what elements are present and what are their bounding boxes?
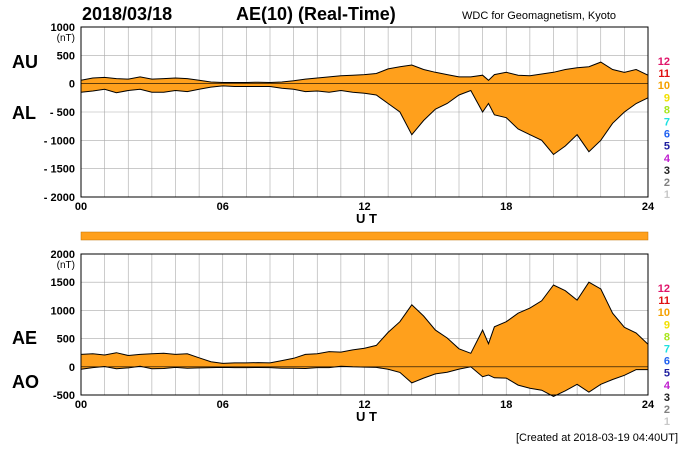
bottom-station-count-legend: 9: [664, 319, 670, 331]
bottom-ytick-label: 500: [57, 334, 75, 346]
top-station-count-legend: 8: [664, 104, 670, 116]
top-station-count-legend: 12: [658, 56, 670, 68]
top-xtick-label: 00: [75, 201, 87, 213]
source-label: WDC for Geomagnetism, Kyoto: [462, 10, 617, 22]
created-timestamp: [Created at 2018-03-19 04:40UT]: [515, 432, 678, 444]
top-station-count-legend: 1: [664, 189, 670, 201]
top-station-count-legend: 7: [664, 117, 670, 129]
al-label: AL: [12, 103, 36, 123]
bottom-station-count-legend: 3: [664, 392, 670, 404]
bottom-ytick-label: 1500: [51, 277, 75, 289]
bottom-station-count-legend: 6: [664, 356, 670, 368]
bottom-band-fill: [81, 282, 648, 397]
date-title: 2018/03/18: [82, 4, 173, 24]
bottom-ytick-label: -500: [53, 390, 75, 402]
top-ytick-label: - 2000: [44, 192, 75, 204]
bottom-xaxis-label: U T: [356, 409, 377, 424]
top-ytick-label: 1000: [51, 22, 75, 34]
top-station-count-legend: 11: [658, 68, 670, 80]
bottom-xtick-label: 24: [642, 399, 655, 411]
bottom-station-count-legend: 10: [658, 307, 670, 319]
top-station-count-legend: 5: [664, 141, 670, 153]
bottom-plot-frame: [80, 253, 649, 396]
bottom-station-count-legend: 7: [664, 344, 670, 356]
bottom-station-count-legend: 2: [664, 404, 670, 416]
top-ytick-label: - 1000: [44, 135, 75, 147]
bottom-ytick-label: 1000: [51, 305, 75, 317]
bottom-station-count-legend: 1: [664, 416, 670, 428]
top-station-count-legend: 10: [658, 80, 670, 92]
top-xtick-label: 18: [500, 201, 512, 213]
au-label: AU: [12, 52, 38, 72]
bottom-xtick-label: 06: [217, 399, 229, 411]
top-station-count-legend: 3: [664, 165, 670, 177]
bottom-series-ae-line: [80, 281, 649, 364]
ao-label: AO: [12, 372, 39, 392]
top-ytick-label: - 1500: [44, 164, 75, 176]
bottom-xtick-label: 00: [75, 399, 87, 411]
ae-label: AE: [12, 328, 38, 348]
top-ytick-label: - 500: [50, 107, 75, 119]
top-xtick-label: 06: [217, 201, 229, 213]
top-station-count-legend: 2: [664, 177, 670, 189]
bottom-xtick-label: 18: [500, 399, 512, 411]
top-ytick-label: 0: [69, 79, 75, 91]
bottom-ytick-label: 2000: [51, 249, 75, 261]
bottom-xtick-label: 12: [358, 399, 370, 411]
station-status-bar: [80, 231, 649, 241]
top-xtick-label: 12: [358, 201, 370, 213]
top-station-count-legend: 6: [664, 129, 670, 141]
top-ytick-label: 500: [57, 50, 75, 62]
bottom-ytick-label: 0: [69, 362, 75, 374]
top-xaxis-label: U T: [356, 211, 377, 226]
top-xtick-label: 24: [642, 201, 655, 213]
top-band-fill: [81, 62, 648, 155]
top-series-al-line: [80, 85, 649, 156]
top-unit-label: (nT): [57, 33, 75, 44]
top-series-au-line: [80, 61, 649, 84]
bottom-station-count-legend: 12: [658, 283, 670, 295]
bottom-station-count-legend: 8: [664, 331, 670, 343]
top-station-count-legend: 4: [664, 153, 671, 165]
top-station-count-legend: 9: [664, 92, 670, 104]
bottom-station-count-legend: 5: [664, 368, 670, 380]
chart-title: AE(10) (Real-Time): [236, 4, 396, 24]
bottom-station-count-legend: 4: [664, 380, 671, 392]
top-plot-frame: [80, 26, 649, 198]
bottom-station-count-legend: 11: [658, 295, 670, 307]
bottom-unit-label: (nT): [57, 260, 75, 271]
